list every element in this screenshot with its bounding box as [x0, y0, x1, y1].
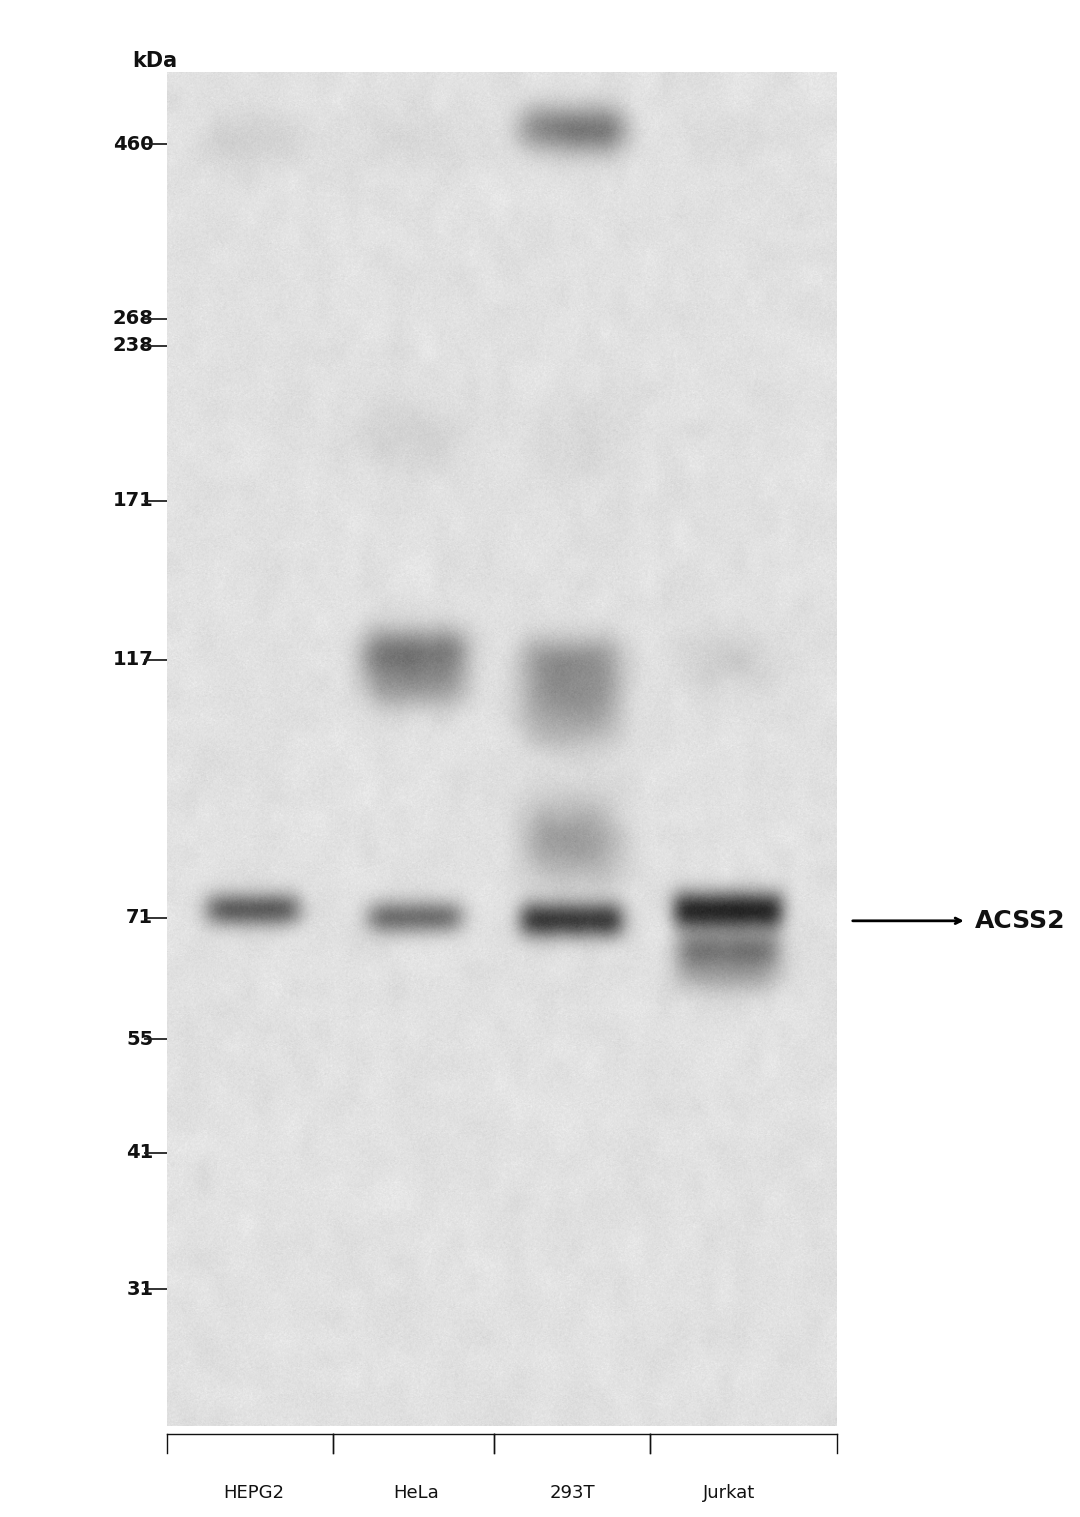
Text: 117: 117 — [112, 651, 153, 669]
Text: ACSS2: ACSS2 — [975, 909, 1066, 933]
Text: 41: 41 — [126, 1144, 153, 1162]
Text: 71: 71 — [126, 909, 153, 927]
Text: 460: 460 — [112, 135, 153, 153]
Text: 55: 55 — [126, 1030, 153, 1048]
Text: Jurkat: Jurkat — [703, 1484, 755, 1502]
Text: 171: 171 — [112, 492, 153, 510]
Text: 31: 31 — [126, 1280, 153, 1299]
Text: kDa: kDa — [132, 50, 177, 71]
Text: HEPG2: HEPG2 — [224, 1484, 284, 1502]
Text: HeLa: HeLa — [393, 1484, 438, 1502]
Text: 238: 238 — [112, 337, 153, 355]
Text: 293T: 293T — [550, 1484, 595, 1502]
Text: 268: 268 — [112, 309, 153, 328]
